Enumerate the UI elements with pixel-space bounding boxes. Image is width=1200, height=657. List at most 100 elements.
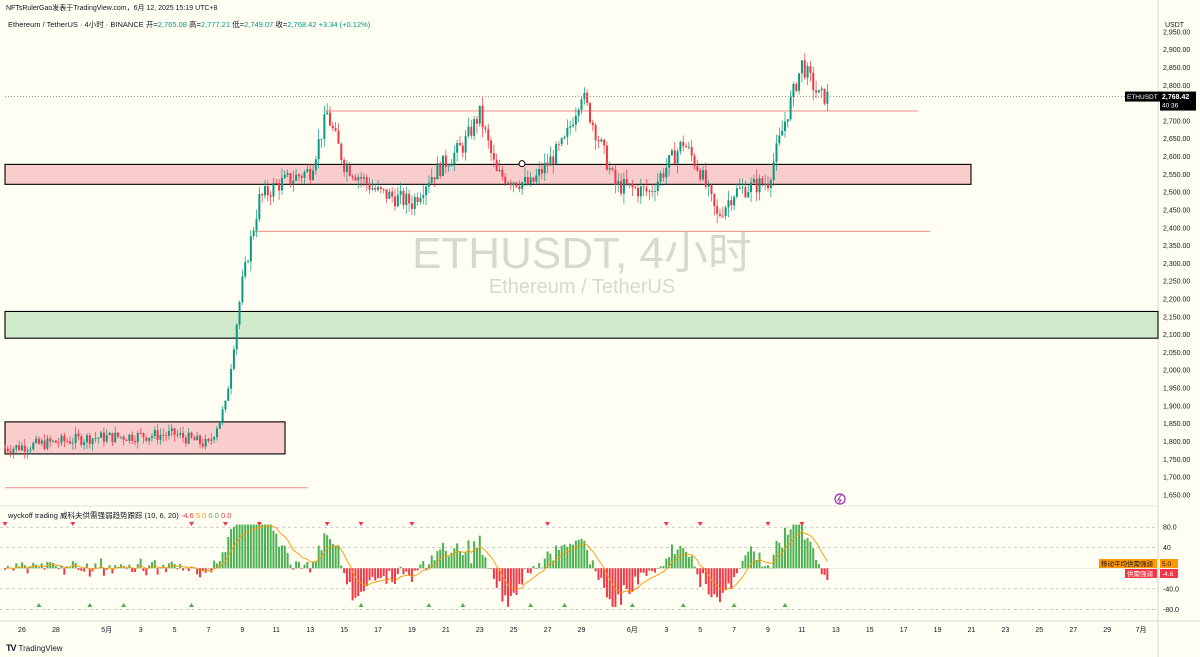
indicator-bar: [320, 550, 323, 569]
candle-body: [88, 435, 91, 445]
sell-signal-marker: [799, 522, 805, 526]
candle-body: [77, 433, 80, 437]
indicator-bar: [820, 568, 823, 575]
candle-body: [119, 436, 122, 438]
buy-signal-marker: [426, 603, 432, 607]
symbol-name[interactable]: Ethereum / TetherUS · 4小时 · BINANCE: [8, 20, 144, 29]
candle-body: [817, 90, 820, 93]
candle-body: [362, 177, 365, 179]
footer-brand[interactable]: TV TradingView: [6, 643, 63, 653]
indicator-bar: [382, 568, 385, 577]
indicator-ma-line: [4, 525, 828, 594]
candle-body: [815, 90, 818, 93]
time-tick-label: 7月: [1136, 626, 1147, 634]
indicator-bar: [617, 568, 620, 595]
candle-body: [450, 163, 453, 167]
candle-body: [792, 83, 795, 98]
candle-body: [9, 451, 12, 454]
candle-body: [769, 180, 772, 189]
time-tick-label: 3: [664, 627, 668, 634]
indicator-bar: [413, 568, 416, 571]
indicator-bar: [52, 563, 55, 569]
candle-body: [507, 182, 510, 184]
time-tick-label: 3: [139, 627, 143, 634]
candle-body: [509, 182, 512, 185]
candle-body: [690, 146, 693, 156]
indicator-bar: [314, 560, 317, 569]
candle-body: [716, 206, 719, 214]
candle-body: [128, 434, 131, 441]
indicator-bar: [111, 568, 114, 574]
indicator-bar: [761, 566, 764, 569]
price-tick-label: 2,950.00: [1163, 29, 1190, 36]
candle-body: [360, 177, 363, 179]
indicator-bar: [232, 526, 235, 569]
candle-body: [85, 435, 88, 443]
indicator-bar: [32, 562, 35, 569]
candle-body: [653, 191, 656, 192]
indicator-bar: [57, 568, 60, 570]
candle-body: [100, 432, 103, 438]
candle-body: [6, 448, 9, 452]
indicator-bar: [422, 561, 425, 569]
price-tick-label: 1,750.00: [1163, 457, 1190, 464]
indicator-bar: [540, 567, 543, 569]
candle-body: [738, 187, 741, 189]
candle-body: [735, 188, 738, 197]
indicator-bar: [724, 568, 727, 591]
indicator-bar: [710, 568, 713, 598]
indicator-bar: [651, 568, 654, 572]
indicator-bar: [662, 566, 665, 569]
indicator-bar: [258, 524, 261, 569]
candle-body: [207, 439, 210, 441]
candle-body: [442, 155, 445, 177]
indicator-bar: [348, 568, 351, 583]
indicator-bar: [569, 543, 572, 569]
indicator-bar: [23, 565, 26, 569]
candle-body: [249, 236, 252, 262]
candle-body: [772, 161, 775, 181]
indicator-bar: [781, 547, 784, 569]
indicator-bar: [317, 545, 320, 569]
candle-body: [637, 187, 640, 197]
indicator-bar: [679, 545, 682, 569]
candle-body: [139, 432, 142, 434]
indicator-bar: [521, 568, 524, 585]
indicator-bar: [733, 568, 736, 577]
indicator-bar: [682, 548, 685, 569]
indicator-bar: [340, 565, 343, 569]
candle-body: [382, 188, 385, 190]
candle-body: [320, 138, 323, 140]
price-tick-label: 2,400.00: [1163, 225, 1190, 232]
candle-body: [29, 449, 32, 451]
indicator-bar: [396, 568, 399, 574]
indicator-bar: [26, 568, 29, 574]
candle-body: [645, 187, 648, 192]
candle-body: [422, 195, 425, 198]
indicator-bar: [656, 568, 659, 569]
candle-body: [26, 450, 29, 452]
indicator-bar: [470, 563, 473, 569]
indicator-legend[interactable]: wyckoff trading 威科夫供需强弱趋势跟踪 (10, 6, 20) …: [8, 510, 231, 521]
candle-body: [108, 432, 111, 436]
indicator-bar: [207, 568, 210, 569]
indicator-bar: [566, 546, 569, 569]
indicator-tick-label: -80.0: [1163, 607, 1179, 614]
candle-body: [297, 174, 300, 177]
indicator-bar: [523, 568, 526, 569]
candle-body: [574, 115, 577, 125]
candle-body: [117, 432, 120, 437]
indicator-bar: [280, 545, 283, 569]
candle-body: [52, 440, 55, 442]
candle-body: [326, 112, 329, 115]
candle-body: [182, 432, 185, 438]
indicator-bar: [176, 568, 179, 570]
indicator-ma-value-tag: [1160, 559, 1178, 568]
indicator-bar: [687, 557, 690, 569]
time-tick-label: 11: [798, 627, 805, 634]
candle-body: [312, 170, 315, 180]
candle-body: [572, 124, 575, 127]
candle-body: [752, 179, 755, 183]
indicator-bar: [453, 548, 456, 569]
